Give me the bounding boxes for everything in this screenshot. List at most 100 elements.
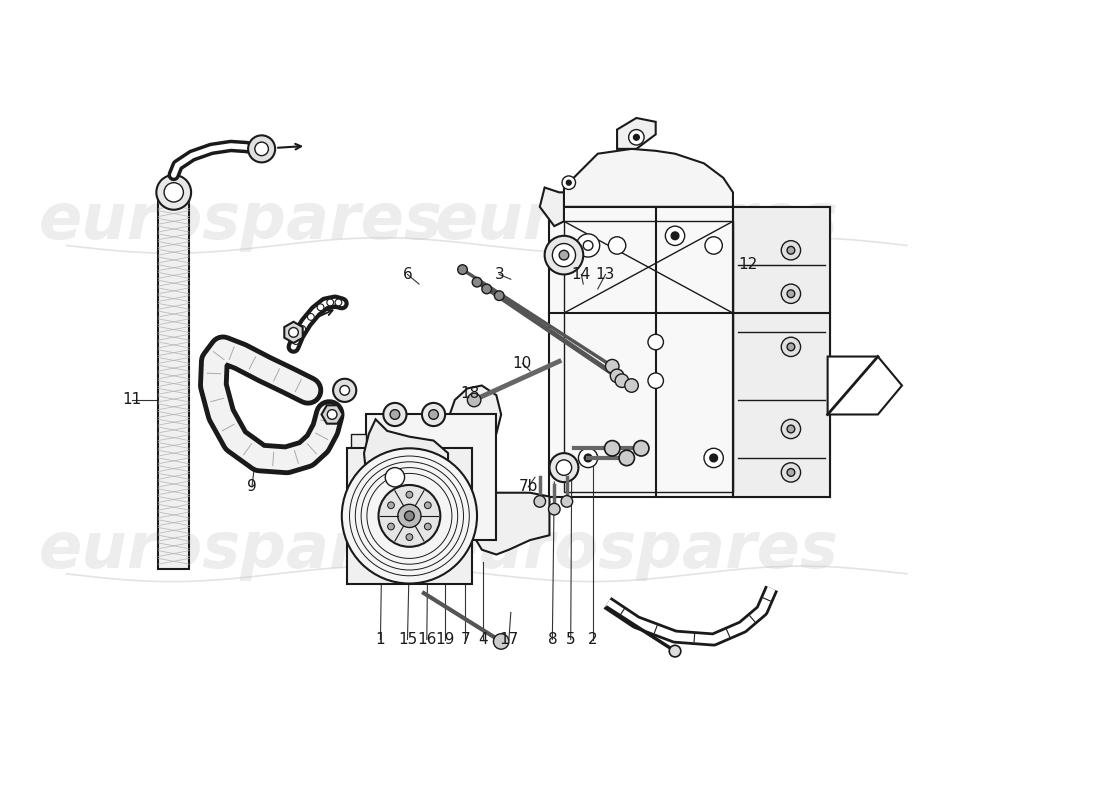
Circle shape [704, 448, 724, 468]
Polygon shape [352, 434, 366, 521]
Polygon shape [564, 149, 733, 207]
Polygon shape [448, 386, 502, 453]
Circle shape [425, 502, 431, 509]
Text: 2: 2 [588, 632, 597, 647]
Polygon shape [733, 207, 829, 497]
Circle shape [328, 410, 337, 419]
Polygon shape [346, 448, 472, 583]
Circle shape [576, 234, 600, 257]
Circle shape [781, 338, 801, 357]
Circle shape [648, 373, 663, 389]
Circle shape [562, 176, 575, 190]
Circle shape [378, 485, 440, 547]
Circle shape [482, 284, 492, 294]
Polygon shape [364, 419, 448, 497]
Circle shape [629, 130, 645, 145]
Polygon shape [284, 322, 302, 343]
Circle shape [534, 496, 546, 507]
Text: 8: 8 [548, 632, 558, 647]
Polygon shape [158, 192, 189, 569]
Circle shape [625, 378, 638, 392]
Text: 14: 14 [572, 267, 591, 282]
Circle shape [458, 265, 468, 274]
Circle shape [610, 369, 624, 382]
Text: 17: 17 [499, 632, 518, 647]
Circle shape [605, 359, 619, 373]
Circle shape [390, 410, 399, 419]
Text: eurospares: eurospares [434, 518, 838, 581]
Circle shape [308, 314, 315, 320]
Text: 10: 10 [513, 356, 532, 370]
Text: 6: 6 [403, 267, 412, 282]
Circle shape [669, 646, 681, 657]
Circle shape [584, 454, 592, 462]
Circle shape [583, 241, 593, 250]
Text: 9: 9 [248, 479, 256, 494]
Text: 7: 7 [461, 632, 470, 647]
Text: 16: 16 [417, 632, 437, 647]
Circle shape [666, 226, 684, 246]
Circle shape [559, 250, 569, 260]
Circle shape [648, 334, 663, 350]
Circle shape [299, 326, 306, 332]
Circle shape [710, 454, 717, 462]
Circle shape [387, 523, 395, 530]
Text: 19: 19 [436, 632, 454, 647]
Text: 18: 18 [461, 386, 480, 401]
Circle shape [494, 634, 509, 649]
Circle shape [333, 378, 356, 402]
Circle shape [468, 394, 481, 406]
Circle shape [550, 453, 579, 482]
Circle shape [327, 299, 333, 306]
Circle shape [608, 237, 626, 254]
Polygon shape [540, 187, 564, 226]
Circle shape [544, 236, 583, 274]
Circle shape [566, 180, 571, 185]
Circle shape [425, 523, 431, 530]
Circle shape [288, 327, 298, 338]
Circle shape [552, 243, 575, 266]
Circle shape [781, 419, 801, 438]
Circle shape [340, 386, 350, 395]
Circle shape [373, 518, 388, 534]
Circle shape [561, 496, 573, 507]
Circle shape [383, 403, 407, 426]
Polygon shape [321, 406, 343, 424]
Circle shape [671, 232, 679, 240]
Circle shape [255, 142, 268, 156]
Circle shape [788, 469, 795, 476]
Circle shape [557, 460, 572, 475]
Circle shape [342, 448, 477, 583]
Circle shape [788, 425, 795, 433]
Circle shape [781, 462, 801, 482]
Text: 13: 13 [596, 267, 615, 282]
Text: eurospares: eurospares [39, 518, 442, 581]
Circle shape [472, 278, 482, 287]
Circle shape [705, 237, 723, 254]
Circle shape [405, 511, 415, 521]
Circle shape [406, 491, 412, 498]
Circle shape [164, 182, 184, 202]
Circle shape [494, 291, 504, 301]
Circle shape [579, 448, 597, 468]
Text: eurospares: eurospares [434, 190, 838, 252]
Circle shape [336, 299, 342, 306]
Circle shape [422, 403, 446, 426]
Circle shape [385, 468, 405, 487]
Circle shape [781, 284, 801, 303]
Circle shape [317, 304, 323, 310]
Text: 4: 4 [478, 632, 487, 647]
Circle shape [387, 502, 395, 509]
Text: 5: 5 [565, 632, 575, 647]
Polygon shape [827, 357, 902, 414]
Polygon shape [617, 118, 656, 149]
Circle shape [615, 374, 629, 387]
Circle shape [398, 504, 421, 527]
Text: 15: 15 [398, 632, 417, 647]
Polygon shape [471, 487, 550, 554]
Circle shape [429, 410, 439, 419]
Text: 7b: 7b [518, 479, 538, 494]
Text: 3: 3 [494, 267, 504, 282]
Text: 11: 11 [122, 393, 142, 407]
Text: eurospares: eurospares [39, 190, 442, 252]
